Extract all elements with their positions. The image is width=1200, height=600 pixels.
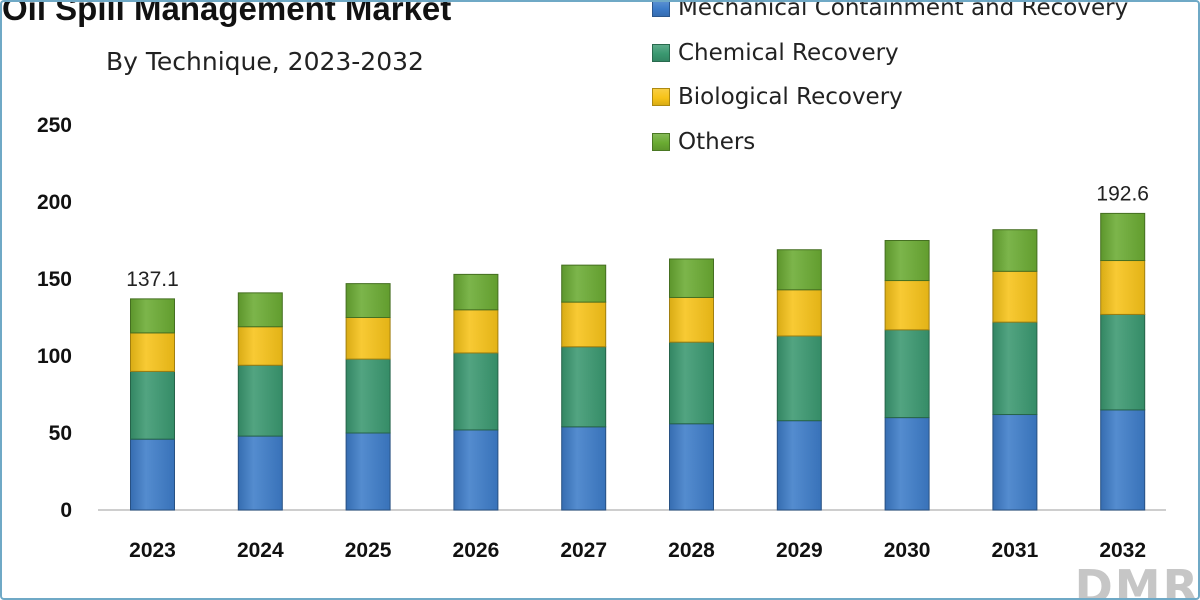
bar-segment bbox=[1100, 313, 1146, 411]
bar-segment bbox=[884, 240, 930, 282]
x-tick-label: 2030 bbox=[884, 539, 931, 562]
x-tick-label: 2032 bbox=[1099, 539, 1146, 562]
bar-segment bbox=[669, 423, 714, 511]
legend-label-chemical: Chemical Recovery bbox=[678, 39, 899, 66]
y-tick-label: 50 bbox=[49, 422, 72, 445]
y-tick-label: 200 bbox=[37, 191, 72, 214]
x-tick-label: 2031 bbox=[992, 539, 1039, 562]
chart-subtitle: By Technique, 2023-2032 bbox=[106, 47, 424, 76]
legend-swatch-biological bbox=[652, 88, 670, 107]
bar-segment bbox=[345, 317, 391, 360]
bar-segment bbox=[345, 358, 391, 434]
data-label: 192.6 bbox=[1096, 182, 1149, 205]
bar-segment bbox=[776, 249, 822, 291]
bar-segment bbox=[992, 414, 1038, 511]
y-tick-label: 0 bbox=[60, 499, 72, 522]
bar-segment bbox=[992, 321, 1038, 416]
bar-segment bbox=[776, 420, 822, 511]
bar-segment bbox=[561, 264, 607, 303]
x-tick-label: 2025 bbox=[345, 539, 392, 562]
bar-segment bbox=[453, 352, 499, 431]
bar-segment bbox=[669, 341, 714, 425]
bar-segment bbox=[1100, 260, 1146, 315]
y-tick-label: 150 bbox=[37, 268, 72, 291]
x-tick-label: 2028 bbox=[668, 539, 715, 562]
bar-segment bbox=[345, 283, 391, 318]
x-tick-label: 2026 bbox=[453, 539, 500, 562]
bar-segment bbox=[561, 301, 607, 348]
chart-title: Oil Spill Management Market bbox=[2, 0, 452, 27]
bar-segment bbox=[237, 435, 283, 511]
bar-segment bbox=[1100, 409, 1146, 511]
bar-segment bbox=[884, 280, 930, 331]
bar-segment bbox=[237, 326, 283, 366]
bar-segment bbox=[237, 364, 283, 437]
bar-segment bbox=[669, 296, 714, 343]
legend-label-biological: Biological Recovery bbox=[678, 84, 903, 111]
legend-swatch-chemical bbox=[652, 43, 670, 62]
x-tick-label: 2023 bbox=[129, 539, 176, 562]
bar-segment bbox=[884, 417, 930, 511]
bar-segment bbox=[776, 335, 822, 422]
x-tick-label: 2024 bbox=[237, 539, 284, 562]
bar-segment bbox=[561, 346, 607, 428]
x-tick-label: 2027 bbox=[560, 539, 607, 562]
bar-segment bbox=[884, 329, 930, 419]
bar-segment bbox=[237, 292, 283, 328]
legend-label-mechanical: Mechanical Containment and Recovery bbox=[678, 0, 1129, 22]
bar-segment bbox=[130, 298, 175, 334]
legend-item-biological: Biological Recovery bbox=[652, 75, 1128, 120]
y-tick-label: 250 bbox=[37, 114, 72, 137]
legend-item-others: Others bbox=[652, 120, 1128, 165]
bar-segment bbox=[453, 273, 499, 311]
legend-item-mechanical: Mechanical Containment and Recovery bbox=[652, 0, 1128, 31]
bar-segment bbox=[669, 258, 714, 298]
legend: Mechanical Containment and Recovery Chem… bbox=[652, 0, 1128, 164]
bar-segment bbox=[130, 438, 175, 511]
bar-segment bbox=[1100, 212, 1146, 262]
x-tick-label: 2029 bbox=[776, 539, 823, 562]
bar-segment bbox=[345, 432, 391, 511]
bar-segment bbox=[130, 332, 175, 372]
bar-segment bbox=[992, 270, 1038, 323]
bar-segment bbox=[453, 309, 499, 354]
bar-segment bbox=[130, 370, 175, 440]
legend-swatch-others bbox=[652, 132, 670, 151]
legend-label-others: Others bbox=[678, 128, 756, 155]
legend-swatch-mechanical bbox=[652, 0, 670, 18]
bar-segment bbox=[453, 429, 499, 511]
bar-segment bbox=[992, 229, 1038, 272]
brand-logo: DMR bbox=[1074, 560, 1200, 600]
bar-segment bbox=[561, 426, 607, 511]
data-label: 137.1 bbox=[126, 268, 179, 291]
bar-segment bbox=[776, 289, 822, 337]
y-tick-label: 100 bbox=[37, 345, 72, 368]
legend-item-chemical: Chemical Recovery bbox=[652, 31, 1128, 76]
